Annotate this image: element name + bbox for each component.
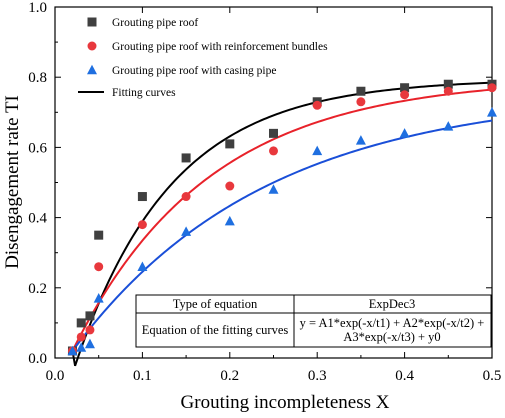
data-point-circle: [225, 181, 235, 191]
fitting-curve-3: [71, 119, 493, 352]
fitting-equation-label: Equation of the fitting curves: [142, 323, 289, 337]
data-point-square: [137, 192, 147, 202]
fitting-equation-line1: y = A1*exp(-x/t1) + A2*exp(-x/t2) +: [300, 316, 485, 330]
data-point-square: [225, 139, 235, 149]
data-point-circle: [487, 83, 497, 93]
x-tick-label: 0.5: [483, 368, 502, 384]
data-point-circle: [94, 262, 104, 272]
data-point-triangle: [312, 145, 323, 156]
x-axis-title: Grouting incompleteness X: [181, 392, 390, 413]
data-point-triangle: [93, 293, 104, 303]
data-point-circle: [312, 100, 322, 110]
axis-ticks: 0.0 0.1 0.2 0.3 0.4 0.5 0.0 0.2 0.4 0.6 0.8 1.0: [28, 0, 501, 384]
x-tick-label: 0.1: [133, 368, 152, 384]
legend-label-3: Grouting pipe roof with casing pipe: [112, 65, 276, 77]
data-point-circle: [443, 86, 453, 96]
data-point-circle: [76, 332, 86, 342]
data-point-circle: [85, 325, 95, 335]
y-tick-label: 1.0: [28, 0, 47, 16]
y-tick-label: 0.0: [28, 351, 47, 367]
data-point-triangle: [84, 338, 95, 349]
fitting-equation-line2: A3*exp(-x/t3) + y0: [343, 330, 440, 344]
legend-label-fitting-curves: Fitting curves: [112, 87, 176, 99]
fitting-curve-2: [71, 88, 493, 352]
data-point-triangle: [67, 345, 78, 356]
data-point-triangle: [268, 184, 279, 194]
legend-label-1: Grouting pipe roof: [112, 17, 198, 29]
equation-table: Type of equation ExpDec3 Equation of the…: [135, 294, 492, 348]
legend-label-2: Grouting pipe roof with reinforcement bu…: [112, 41, 328, 53]
data-point-triangle: [355, 135, 366, 145]
data-point-circle: [137, 220, 147, 230]
x-tick-label: 0.2: [220, 368, 239, 384]
equation-table-frame: [135, 294, 492, 348]
data-points: [67, 79, 497, 356]
data-point-triangle: [443, 121, 454, 131]
x-tick-label: 0.3: [308, 368, 327, 384]
data-point-triangle: [137, 261, 148, 272]
legend-marker-triangle: [87, 64, 97, 75]
data-point-circle: [356, 97, 366, 107]
data-point-square: [356, 86, 366, 96]
x-tick-label: 0.4: [395, 368, 414, 384]
data-point-square: [94, 230, 104, 240]
data-point-square: [181, 153, 191, 163]
data-point-circle: [400, 90, 410, 100]
legend-marker-square: [87, 17, 97, 27]
y-tick-label: 0.2: [28, 281, 47, 297]
data-point-circle: [269, 146, 278, 156]
x-tick-label: 0.0: [46, 368, 65, 384]
data-point-square: [400, 83, 410, 93]
y-axis-title: Disengagement rate TI: [2, 95, 23, 269]
data-point-triangle: [224, 215, 235, 226]
data-point-circle: [181, 192, 191, 202]
y-tick-label: 0.6: [28, 140, 47, 156]
data-point-triangle: [76, 342, 87, 352]
y-tick-label: 0.8: [28, 70, 47, 86]
data-point-square: [269, 128, 278, 138]
legend-marker-circle: [87, 41, 97, 51]
equation-type-value: ExpDec3: [369, 297, 416, 311]
data-point-triangle: [181, 226, 192, 236]
data-point-triangle: [487, 107, 497, 117]
equation-type-label: Type of equation: [173, 297, 258, 311]
data-point-square: [85, 311, 95, 321]
data-point-triangle: [399, 128, 410, 138]
data-point-square: [76, 318, 86, 328]
legend: Grouting pipe roof Grouting pipe roof wit…: [78, 17, 328, 99]
data-point-square: [443, 79, 453, 89]
y-tick-label: 0.4: [28, 211, 47, 227]
